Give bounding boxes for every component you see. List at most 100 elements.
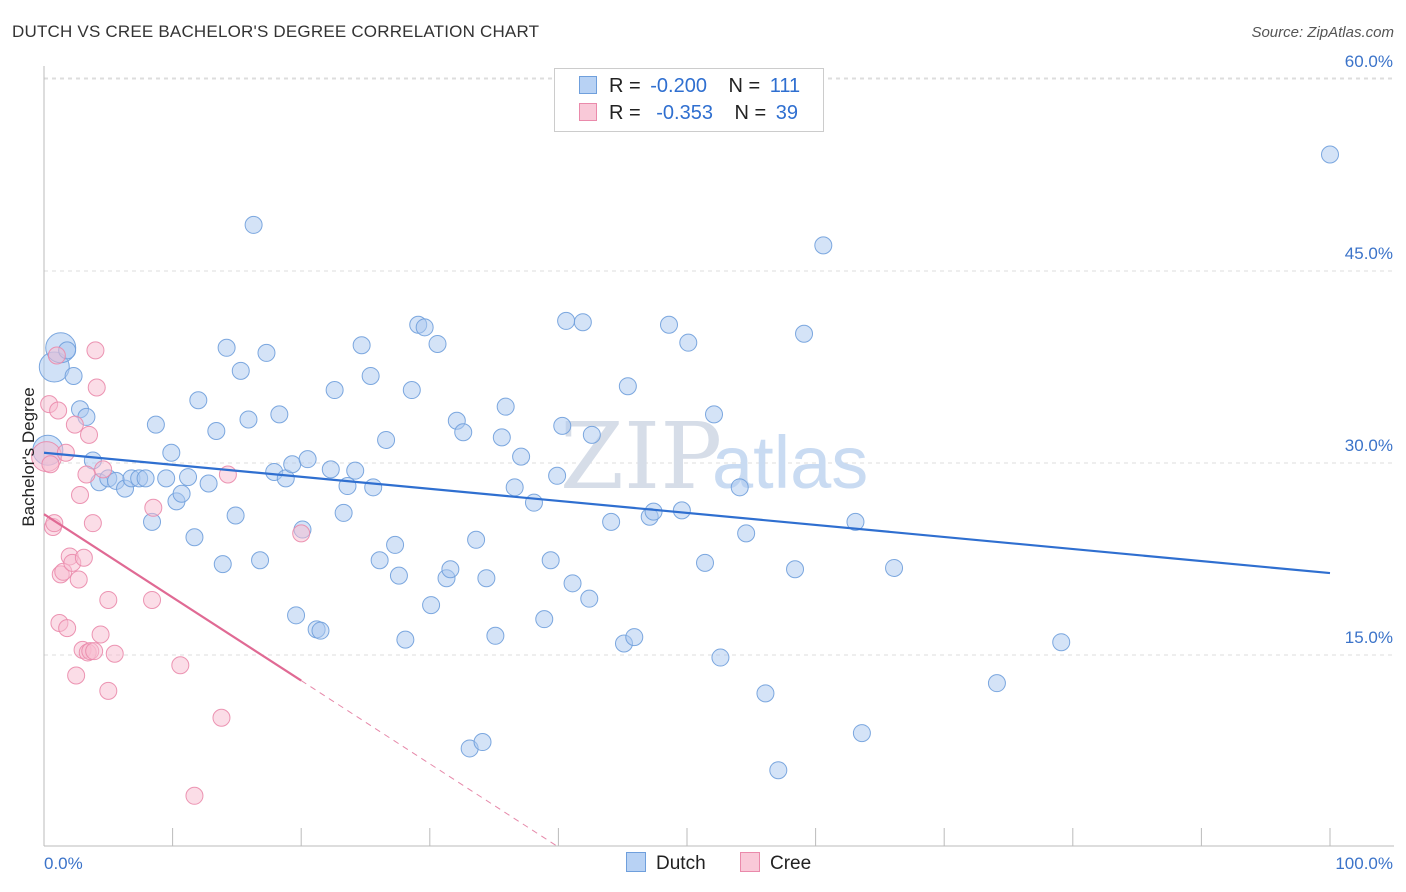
- dutch-point: [846, 512, 865, 531]
- dutch-point: [557, 311, 576, 330]
- dutch-point: [346, 461, 365, 480]
- dutch-point: [321, 460, 340, 479]
- dutch-point: [625, 628, 644, 647]
- dutch-point: [415, 318, 434, 337]
- legend-r-label: R =: [609, 75, 641, 97]
- dutch-point: [64, 366, 83, 385]
- legend-row-cree: R = -0.353 N = 39: [579, 102, 798, 128]
- dutch-point: [756, 684, 775, 703]
- dutch-point: [146, 415, 165, 434]
- dutch-point: [422, 596, 441, 615]
- dutch-point: [364, 478, 383, 497]
- dutch-point: [473, 733, 492, 752]
- dutch-point: [885, 558, 904, 577]
- cree-point: [69, 570, 88, 589]
- dutch-point: [157, 469, 176, 488]
- cree-point: [185, 786, 204, 805]
- dutch-point: [618, 377, 637, 396]
- cree-point: [94, 460, 113, 479]
- dutch-point: [179, 468, 198, 487]
- dutch-point: [334, 503, 353, 522]
- dutch-point: [987, 674, 1006, 693]
- dutch-point: [672, 501, 691, 520]
- dutch-point: [251, 551, 270, 570]
- legend-r-value: -0.200: [650, 75, 707, 97]
- dutch-point: [467, 530, 486, 549]
- dutch-point: [325, 381, 344, 400]
- y-tick-label: 15.0%: [1345, 628, 1393, 647]
- legend-r-label: R =: [609, 102, 641, 124]
- dutch-point: [352, 336, 371, 355]
- dutch-point: [396, 630, 415, 649]
- dutch-point: [814, 236, 833, 255]
- x-tick-label-start: 0.0%: [44, 854, 83, 873]
- dutch-point: [172, 484, 191, 503]
- legend-r-value: -0.353: [656, 102, 713, 124]
- dutch-point: [496, 397, 515, 416]
- dutch-point: [852, 724, 871, 743]
- dutch-point: [477, 569, 496, 588]
- dutch-point: [1321, 145, 1339, 164]
- legend-n-value: 39: [775, 102, 799, 124]
- legend-row-dutch: R = -0.200 N = 111: [579, 75, 800, 101]
- bottom-legend-label-cree: Cree: [770, 853, 812, 874]
- dutch-point: [563, 574, 582, 593]
- data-points: [31, 145, 1339, 805]
- cree-point: [65, 415, 84, 434]
- dutch-point: [696, 553, 715, 572]
- dutch-trend-line: [43, 451, 1331, 575]
- y-tick-label: 30.0%: [1345, 436, 1393, 455]
- cree-point: [56, 443, 75, 462]
- legend-n-value: 111: [769, 75, 801, 97]
- cree-point: [83, 514, 102, 533]
- cree-point: [58, 619, 77, 638]
- cree-point: [143, 590, 162, 609]
- dutch-point: [1052, 633, 1071, 652]
- dutch-point: [553, 416, 572, 435]
- dutch-point: [370, 551, 389, 570]
- dutch-point: [505, 478, 524, 497]
- dutch-point: [795, 324, 814, 343]
- y-tick-label: 45.0%: [1345, 244, 1393, 263]
- dutch-point: [580, 589, 599, 608]
- dutch-point: [226, 506, 245, 525]
- cree-point: [91, 625, 110, 644]
- dutch-point: [737, 524, 756, 543]
- dutch-point: [659, 315, 678, 334]
- dutch-point: [730, 478, 749, 497]
- bottom-legend-swatch-dutch: [626, 852, 646, 872]
- y-tick-label: 60.0%: [1345, 52, 1393, 71]
- dutch-point: [185, 528, 204, 547]
- bottom-legend-swatch-cree: [740, 852, 760, 872]
- cree-point: [144, 498, 163, 517]
- dutch-point: [207, 422, 226, 440]
- dutch-point: [244, 215, 263, 234]
- dutch-point: [217, 338, 236, 357]
- dutch-point: [541, 551, 560, 570]
- dutch-point: [769, 761, 788, 780]
- cree-point: [77, 465, 96, 484]
- dutch-point: [257, 343, 276, 362]
- dutch-point: [136, 469, 155, 488]
- legend: R = -0.200 N = 111 R = -0.353 N = 39: [554, 68, 824, 132]
- legend-swatch-dutch: [579, 76, 597, 94]
- cree-trend-line-extension: [300, 680, 559, 848]
- dutch-point: [287, 606, 306, 625]
- dutch-point: [679, 333, 698, 352]
- source-label: Source: ZipAtlas.com: [1251, 24, 1394, 41]
- cree-trend-line: [43, 513, 302, 682]
- dutch-point: [270, 405, 289, 424]
- tick-labels: 15.0% 30.0% 45.0% 60.0% 0.0% 100.0%: [44, 52, 1393, 873]
- legend-n-label: N =: [734, 102, 767, 124]
- legend-swatch-cree: [579, 103, 597, 121]
- bottom-legend-label-dutch: Dutch: [656, 853, 706, 874]
- bottom-legend-cree: Cree: [740, 852, 811, 875]
- cree-point: [49, 401, 68, 420]
- dutch-point: [644, 502, 663, 521]
- cree-point: [105, 644, 124, 663]
- dutch-point: [213, 555, 232, 574]
- chart-title: DUTCH VS CREE BACHELOR'S DEGREE CORRELAT…: [12, 22, 540, 41]
- dutch-point: [162, 443, 181, 462]
- dutch-point: [389, 566, 408, 585]
